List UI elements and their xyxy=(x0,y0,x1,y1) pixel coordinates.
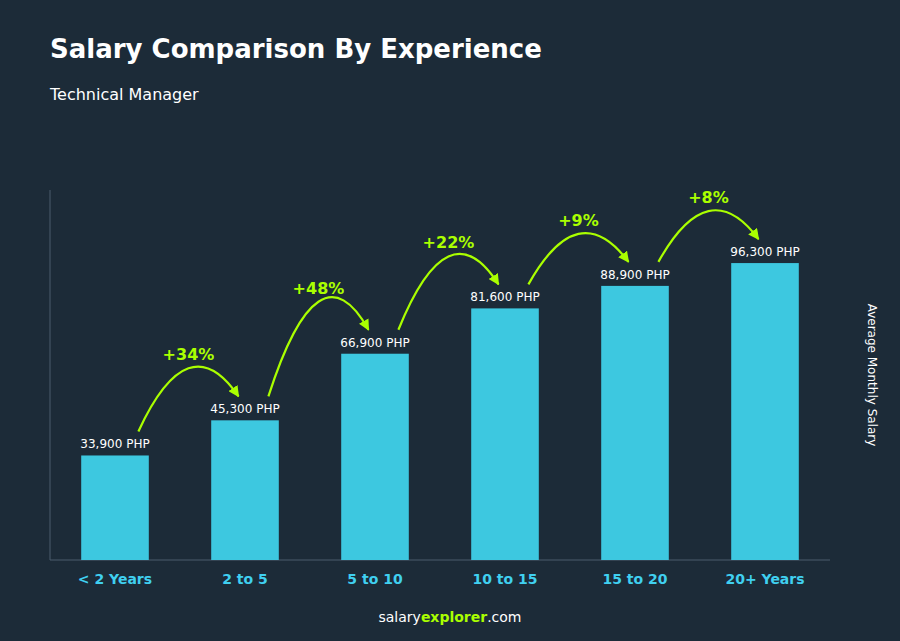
annotation-arc xyxy=(398,254,498,330)
annotation-text: +9% xyxy=(558,211,599,230)
bar xyxy=(731,263,799,560)
footer-part: explorer xyxy=(421,609,487,625)
data-label: 88,900 PHP xyxy=(600,268,669,282)
x-tick-label: 2 to 5 xyxy=(222,571,268,587)
annotation-arc xyxy=(268,297,368,396)
y-axis-line xyxy=(50,190,51,560)
title: Salary Comparison By Experience xyxy=(50,34,542,64)
x-axis-line xyxy=(50,560,830,561)
data-label: 96,300 PHP xyxy=(730,245,799,259)
x-tick-label: 5 to 10 xyxy=(347,571,403,587)
bar xyxy=(471,308,539,560)
annotation-text: +48% xyxy=(293,279,345,298)
x-tick-label: 15 to 20 xyxy=(602,571,667,587)
footer-part: salary xyxy=(378,609,420,625)
data-label: 33,900 PHP xyxy=(80,437,149,451)
x-tick-label: < 2 Years xyxy=(78,571,152,587)
footer: salaryexplorer.com xyxy=(378,609,521,625)
subtitle: Technical Manager xyxy=(49,85,199,104)
data-label: 66,900 PHP xyxy=(340,336,409,350)
annotation-arc xyxy=(528,233,628,284)
footer-part: .com xyxy=(487,609,521,625)
x-tick-label: 10 to 15 xyxy=(472,571,537,587)
annotation-text: +8% xyxy=(688,188,729,207)
background xyxy=(0,0,900,641)
bar xyxy=(341,354,409,560)
bar xyxy=(81,455,149,560)
annotation-arc xyxy=(138,367,238,432)
data-label: 45,300 PHP xyxy=(210,402,279,416)
bar xyxy=(211,420,279,560)
x-tick-label: 20+ Years xyxy=(725,571,804,587)
annotation-text: +34% xyxy=(163,345,215,364)
chart-svg: Salary Comparison By Experience Technical… xyxy=(0,0,900,641)
data-label: 81,600 PHP xyxy=(470,290,539,304)
chart-container: Salary Comparison By Experience Technical… xyxy=(0,0,900,641)
annotation-text: +22% xyxy=(423,233,475,252)
y-axis-label: Average Monthly Salary xyxy=(865,304,879,447)
annotation-arc xyxy=(658,210,758,262)
bar xyxy=(601,286,669,560)
bars xyxy=(81,263,799,560)
